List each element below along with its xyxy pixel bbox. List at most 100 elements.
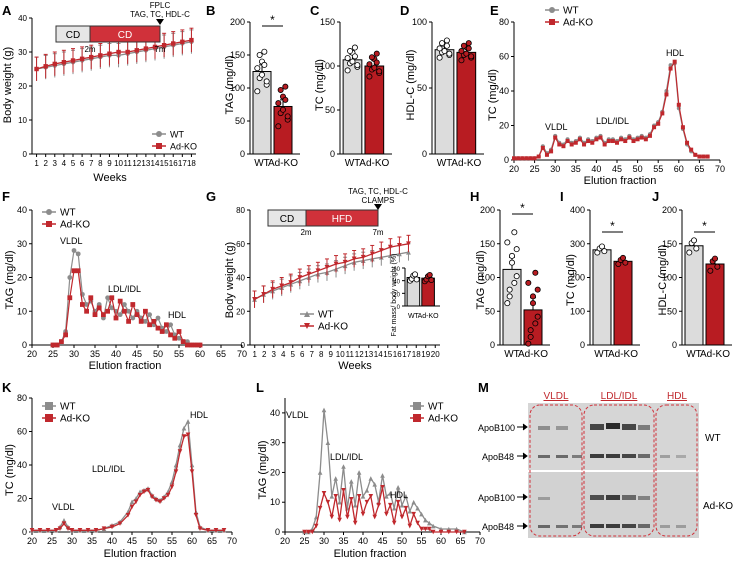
- l-point: [310, 529, 315, 535]
- l-point: [333, 493, 338, 499]
- e-point: [549, 149, 554, 154]
- l-point: [321, 407, 327, 413]
- k-point: [185, 419, 191, 424]
- e-point: [582, 142, 587, 147]
- f-point: [138, 318, 144, 324]
- g-point: [360, 254, 366, 260]
- f-point: [197, 342, 203, 348]
- a-point: [171, 41, 176, 46]
- b-y-tick-label: 0: [240, 149, 245, 159]
- b-y-tick-label: 100: [230, 83, 245, 93]
- e-point: [697, 154, 702, 159]
- e-x-tick-label: 25: [530, 164, 540, 174]
- f-point: [96, 305, 102, 311]
- f-point: [126, 308, 131, 314]
- l-y-tick-label: 40: [270, 408, 280, 418]
- l-point: [380, 473, 385, 478]
- blot-bands: [538, 423, 686, 528]
- h-dot: [534, 313, 541, 320]
- a-point: [134, 48, 139, 53]
- j-dot: [693, 245, 700, 252]
- l-x-tick-label: 25: [299, 536, 309, 546]
- d-dot: [443, 37, 450, 44]
- panel-letter-h: H: [470, 189, 479, 204]
- f-point: [147, 322, 152, 328]
- k-point: [145, 487, 151, 493]
- h-dot: [506, 293, 513, 300]
- blot-panel-ko: [528, 472, 699, 538]
- d-y-tick-label: 0: [422, 149, 427, 159]
- l-x-tick-label: 65: [455, 536, 465, 546]
- l-point: [341, 488, 346, 493]
- blot-box-vldl: [529, 404, 583, 537]
- l-vldl-label: VLDL: [286, 410, 309, 420]
- k-point: [61, 521, 67, 526]
- f-y-tick-label: 40: [17, 205, 27, 215]
- i-y-tick-label: 400: [570, 205, 585, 215]
- a-ylabel: Body weight (g): [2, 47, 14, 123]
- l-point: [329, 493, 335, 499]
- h-y-tick-label: 100: [480, 273, 495, 283]
- h-dot: [530, 293, 537, 300]
- g-x-tick-label: 13: [364, 350, 373, 359]
- k-point: [125, 512, 131, 518]
- a-x-tick-label: 16: [169, 159, 178, 168]
- e-point: [586, 139, 591, 144]
- k-point: [169, 484, 175, 490]
- b-dot: [256, 52, 263, 59]
- i-ylabel: TC (mg/dl): [565, 254, 577, 306]
- g-legend-marker: [304, 311, 310, 317]
- k-point: [133, 499, 139, 505]
- d-dot: [463, 50, 470, 57]
- e-point: [619, 137, 624, 142]
- j-dot: [707, 267, 714, 274]
- l-point: [430, 523, 436, 529]
- b-dot: [263, 78, 270, 85]
- d-dot: [468, 53, 475, 60]
- k-point: [65, 526, 71, 531]
- c-dot: [366, 61, 373, 68]
- b-ylabel: TAG (mg/dl): [224, 55, 236, 114]
- a-x-tick-label: 8: [98, 159, 103, 168]
- timeline-g-note1: TAG, TC, HDL-C: [348, 187, 408, 196]
- g-y-tick-label: 0: [241, 341, 246, 350]
- k-point: [189, 469, 195, 474]
- k-xlabel: Elution fraction: [104, 548, 177, 560]
- g-inset-ylabel: Fat mass/ body weight (%): [391, 254, 398, 337]
- k-ldl-label: LDL/IDL: [92, 464, 125, 474]
- j-bar-ko: [705, 263, 725, 346]
- a-x-tick-label: 7: [89, 159, 94, 168]
- j-sig-star: *: [702, 219, 707, 233]
- k-y-tick-label: 40: [17, 460, 27, 470]
- j-x-tick-label: WT: [686, 349, 702, 360]
- k-x-tick-label: 45: [127, 536, 137, 546]
- e-point: [610, 139, 615, 144]
- timeline-g-cd: CD: [280, 214, 294, 225]
- g-x-tick-label: 20: [431, 350, 440, 359]
- d-dot: [458, 57, 465, 64]
- blot-wt-apob100: ApoB100: [478, 423, 515, 433]
- j-y-tick-label: 0: [672, 340, 677, 350]
- l-point: [349, 479, 354, 484]
- panel-letter-l: L: [256, 380, 264, 395]
- a-y-tick-label: 10: [18, 116, 27, 125]
- k-point: [129, 499, 135, 505]
- e-vldl-label: VLDL: [545, 122, 568, 132]
- e-y-tick-label: 60: [499, 52, 509, 62]
- a-x-tick-label: 17: [178, 159, 187, 168]
- j-ylabel: HDL-C (mg/dl): [657, 245, 669, 316]
- blot-wt-apob48: ApoB48: [482, 452, 514, 462]
- f-point: [50, 342, 56, 348]
- f-x-tick-label: 55: [174, 349, 184, 359]
- f-point: [164, 329, 169, 334]
- gi-dot: [413, 276, 420, 283]
- e-x-tick-label: 20: [509, 164, 519, 174]
- blot-ko-label: Ad-KO: [703, 501, 733, 512]
- e-point: [660, 111, 665, 116]
- e-x-tick-label: 40: [591, 164, 601, 174]
- f-point: [164, 322, 169, 328]
- blot-vldl-label: VLDL: [543, 391, 568, 402]
- j-dot: [714, 263, 721, 270]
- c-dot: [351, 53, 358, 60]
